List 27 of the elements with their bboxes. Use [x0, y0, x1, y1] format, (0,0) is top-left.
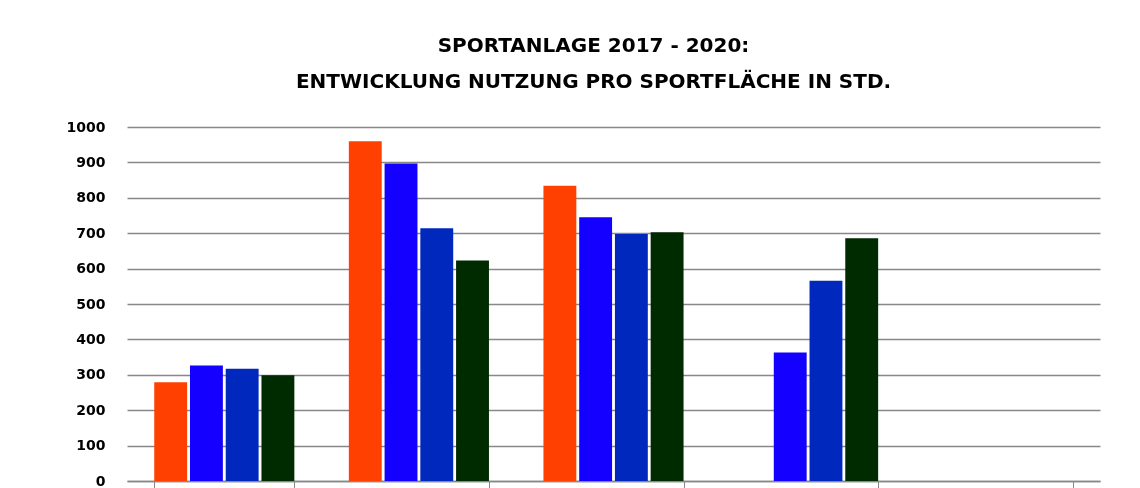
bar [420, 228, 454, 481]
bar [809, 280, 843, 481]
bar [845, 238, 879, 481]
bar [348, 141, 382, 481]
y-tick-label: 400 [76, 330, 106, 347]
y-tick-label: 1000 [66, 118, 106, 135]
chart-title: SPORTANLAGE 2017 - 2020: ENTWICKLUNG NUTZUNG PRO SPORTFLÄCHE IN STD. [295, 33, 892, 93]
y-tick-label: 0 [95, 472, 106, 488]
y-tick-label: 300 [76, 366, 106, 383]
bar [543, 185, 577, 481]
y-tick-label: 500 [76, 295, 106, 312]
y-tick-label: 100 [76, 437, 106, 454]
bar [225, 368, 259, 481]
y-tick-label: 200 [76, 401, 106, 418]
bar [650, 232, 684, 481]
bar [456, 260, 489, 481]
bar [261, 375, 295, 481]
y-tick-label: 600 [76, 260, 106, 277]
bar [384, 163, 418, 481]
bar [154, 382, 188, 481]
y-tick-label: 900 [76, 153, 106, 170]
y-tick-label: 700 [76, 224, 106, 241]
bar [579, 217, 613, 481]
bar [773, 352, 807, 481]
y-tick-label: 800 [76, 189, 106, 206]
bar [189, 365, 223, 481]
bar [614, 233, 648, 481]
